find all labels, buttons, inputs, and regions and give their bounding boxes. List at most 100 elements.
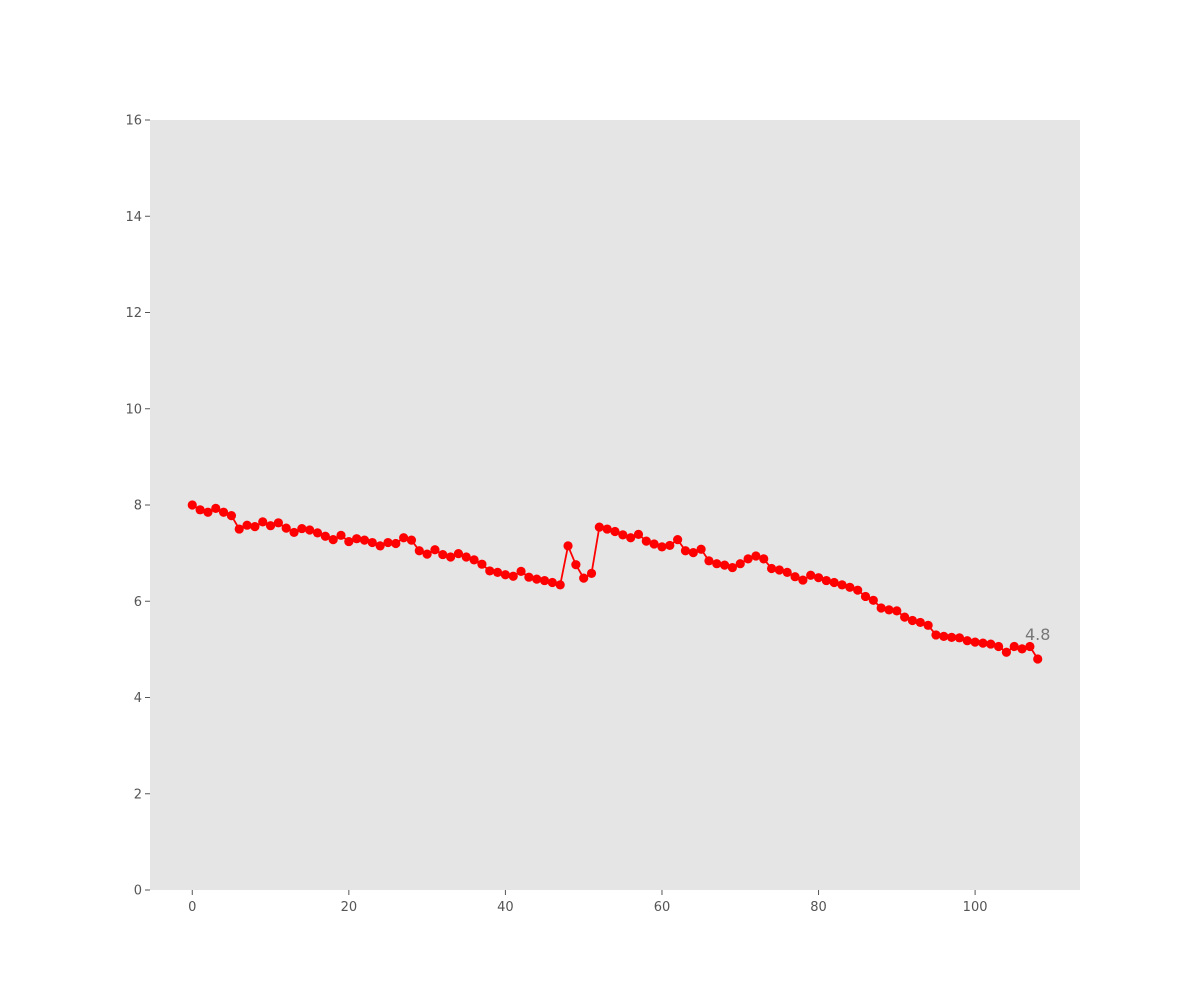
data-point bbox=[766, 563, 777, 574]
data-point bbox=[281, 523, 291, 533]
data-point bbox=[516, 566, 526, 577]
data-point bbox=[680, 546, 691, 556]
data-point bbox=[273, 518, 283, 528]
data-point bbox=[993, 641, 1004, 652]
y-tick-label: 12 bbox=[125, 306, 142, 321]
data-point bbox=[187, 500, 197, 510]
series-layer bbox=[187, 500, 1043, 664]
data-point bbox=[837, 580, 847, 590]
x-tick-label: 60 bbox=[654, 900, 671, 915]
data-point bbox=[923, 620, 933, 630]
data-point bbox=[305, 525, 315, 535]
data-point bbox=[195, 505, 205, 515]
data-point bbox=[696, 544, 706, 554]
data-point bbox=[508, 571, 518, 581]
data-point bbox=[312, 528, 323, 538]
data-point bbox=[234, 524, 244, 534]
data-point bbox=[563, 541, 573, 551]
y-tick-label: 4 bbox=[134, 691, 142, 706]
data-point bbox=[884, 605, 894, 615]
x-tick-label: 0 bbox=[188, 900, 196, 915]
data-point bbox=[931, 630, 941, 640]
data-point bbox=[1001, 647, 1012, 657]
annotation-layer: 4.8 bbox=[1025, 625, 1050, 644]
data-point bbox=[986, 639, 996, 649]
data-point bbox=[970, 637, 980, 647]
data-point bbox=[704, 556, 714, 566]
data-point bbox=[571, 560, 581, 570]
data-point bbox=[782, 567, 792, 577]
data-point bbox=[626, 533, 636, 543]
data-point bbox=[226, 510, 237, 521]
data-point bbox=[727, 562, 738, 573]
data-point bbox=[289, 527, 299, 538]
data-point bbox=[853, 585, 863, 595]
data-point bbox=[688, 548, 698, 558]
y-tick-label: 6 bbox=[134, 595, 142, 610]
data-point bbox=[790, 572, 800, 582]
x-tick-label: 80 bbox=[810, 900, 827, 915]
data-point bbox=[602, 524, 612, 534]
data-point bbox=[328, 535, 338, 545]
data-point bbox=[532, 574, 542, 584]
data-point bbox=[649, 539, 659, 549]
data-point bbox=[218, 507, 229, 517]
data-point bbox=[876, 603, 886, 613]
data-point bbox=[821, 575, 831, 586]
y-axis: 0 2 4 6 8 10 12 14 16 bbox=[125, 114, 150, 899]
data-point bbox=[633, 529, 644, 539]
data-point bbox=[438, 549, 448, 560]
data-point bbox=[907, 615, 918, 626]
data-point bbox=[641, 536, 651, 546]
x-tick-label: 20 bbox=[341, 900, 358, 915]
data-point bbox=[868, 595, 878, 605]
data-point bbox=[962, 636, 972, 646]
data-point bbox=[367, 537, 377, 548]
data-point bbox=[422, 549, 432, 559]
data-point bbox=[978, 638, 988, 648]
data-point bbox=[586, 568, 597, 578]
data-point bbox=[477, 559, 487, 569]
x-axis: 0 20 40 60 80 100 bbox=[188, 890, 988, 915]
data-point bbox=[336, 530, 346, 540]
data-point bbox=[320, 531, 330, 541]
data-point bbox=[383, 537, 393, 548]
plot-area bbox=[150, 120, 1080, 890]
data-point bbox=[657, 542, 667, 552]
data-point bbox=[806, 570, 816, 580]
data-point bbox=[594, 522, 604, 532]
data-point bbox=[391, 538, 401, 549]
data-point bbox=[211, 503, 221, 513]
data-point bbox=[900, 612, 910, 622]
data-point bbox=[743, 554, 753, 564]
data-point bbox=[250, 522, 260, 532]
data-point bbox=[485, 566, 495, 576]
data-point bbox=[735, 559, 745, 569]
y-tick-label: 16 bbox=[125, 114, 142, 129]
data-point bbox=[344, 536, 354, 547]
x-tick-label: 40 bbox=[497, 900, 514, 915]
y-tick-label: 2 bbox=[134, 787, 142, 802]
y-tick-label: 8 bbox=[134, 499, 142, 514]
data-point bbox=[618, 530, 628, 540]
data-point bbox=[947, 632, 957, 642]
data-label: 4.8 bbox=[1025, 625, 1050, 644]
data-point bbox=[915, 617, 925, 628]
y-tick-label: 10 bbox=[125, 402, 142, 417]
data-point bbox=[829, 577, 839, 588]
data-point bbox=[751, 551, 761, 561]
data-point bbox=[406, 535, 417, 545]
data-point bbox=[1025, 641, 1035, 652]
data-point bbox=[845, 582, 855, 592]
data-point bbox=[720, 560, 730, 570]
data-point bbox=[547, 577, 557, 588]
data-point bbox=[375, 541, 385, 551]
data-point bbox=[860, 591, 871, 602]
data-point bbox=[673, 535, 683, 545]
data-point bbox=[461, 552, 471, 562]
data-point bbox=[1017, 644, 1027, 654]
data-point bbox=[453, 549, 464, 559]
data-point bbox=[712, 559, 722, 569]
data-point bbox=[265, 521, 276, 531]
